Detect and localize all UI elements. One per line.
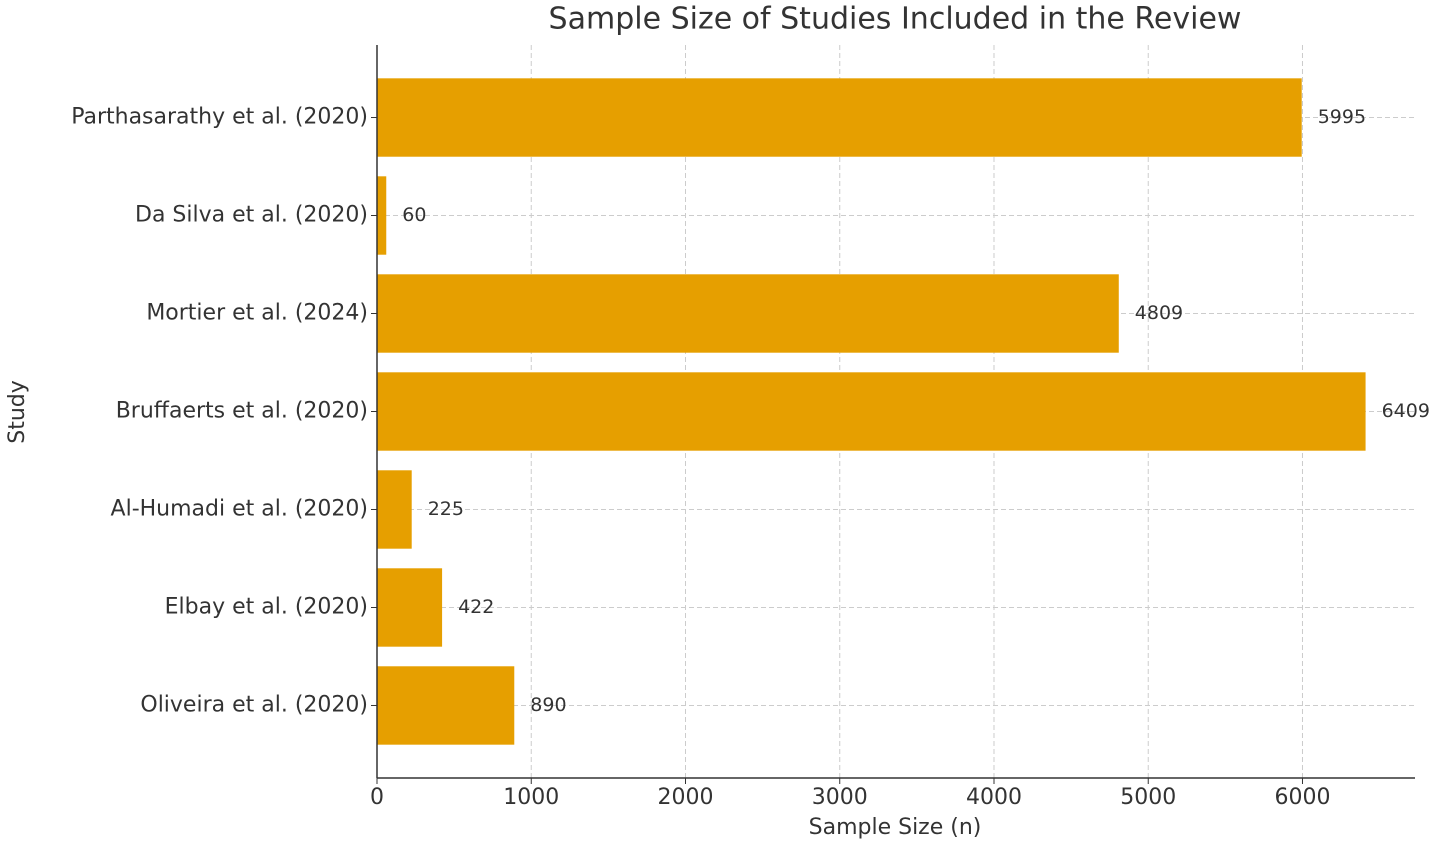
- y-tick-label: Oliveira et al. (2020): [140, 692, 368, 717]
- bar: [377, 666, 515, 745]
- y-tick-label: Parthasarathy et al. (2020): [71, 105, 368, 130]
- bar: [377, 274, 1119, 353]
- value-label: 422: [458, 596, 494, 618]
- y-tick-label: Al-Humadi et al. (2020): [111, 496, 368, 521]
- bar: [377, 470, 412, 549]
- x-axis-label: Sample Size (n): [809, 815, 982, 840]
- value-label: 225: [428, 498, 464, 520]
- bar: [377, 372, 1366, 451]
- value-label: 890: [530, 694, 566, 716]
- x-tick-label: 1000: [503, 785, 559, 810]
- x-tick-label: 6000: [1274, 785, 1330, 810]
- bar: [377, 78, 1302, 157]
- x-tick-label: 4000: [966, 785, 1022, 810]
- chart-title: Sample Size of Studies Included in the R…: [549, 2, 1242, 37]
- value-label: 6409: [1382, 400, 1430, 422]
- x-tick-label: 0: [370, 785, 384, 810]
- x-tick-label: 3000: [812, 785, 868, 810]
- y-tick-label: Bruffaerts et al. (2020): [116, 399, 368, 424]
- y-tick-label: Elbay et al. (2020): [165, 594, 368, 619]
- value-label: 4809: [1135, 302, 1183, 324]
- y-axis-label: Study: [5, 380, 30, 444]
- bar: [377, 568, 443, 647]
- value-label: 5995: [1318, 106, 1366, 128]
- y-tick-label: Da Silva et al. (2020): [135, 203, 368, 228]
- x-tick-label: 5000: [1120, 785, 1176, 810]
- x-tick-label: 2000: [657, 785, 713, 810]
- bar: [377, 176, 387, 255]
- y-tick-label: Mortier et al. (2024): [146, 301, 368, 326]
- value-label: 60: [402, 204, 426, 226]
